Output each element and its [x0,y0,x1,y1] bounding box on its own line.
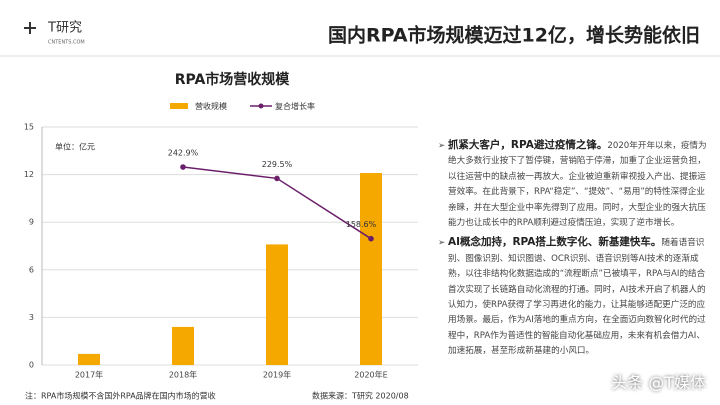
bullet-body: 随着语音识别、图像识别、知识图谱、OCR识别、语音识别等AI技术的逐渐成熟，以往… [448,238,706,357]
chart-title: RPA市场营收规模 [175,71,291,88]
text-panel: ➢ 抓紧大客户，RPA避过疫情之锋。2020年开年以来，疫情为绝大多数行业按下了… [438,138,708,364]
x-tick-label: 2019年 [263,370,291,380]
source: 数据来源：T研究 2020/08 [312,391,409,401]
unit-label: 单位：亿元 [55,142,95,152]
y-tick-label: 6 [29,265,34,274]
bar [78,353,100,365]
logo: T研究 [47,21,82,36]
y-tick-label: 15 [24,123,34,132]
y-tick-label: 0 [29,361,34,370]
x-tick-label: 2020年E [354,370,387,380]
legend-swatch [170,103,188,109]
legend-swatch [258,103,264,109]
bullet-heading: 抓紧大客户，RPA避过疫情之锋。 [447,139,608,151]
y-tick-label: 9 [29,218,34,227]
data-label: 158.6% [346,220,377,229]
y-tick-label: 3 [29,313,34,322]
data-label: 229.5% [262,160,293,169]
bullet-icon: ➢ [438,141,448,151]
bullet-icon: ➢ [438,238,448,249]
bar [360,173,382,365]
x-tick-label: 2017年 [75,370,103,380]
bullet: ➢ AI概念加持，RPA搭上数字化、新基建快车。随着语音识别、图像识别、知识图谱… [438,235,708,359]
point [180,164,186,170]
watermark: 头条 @T媒体 [611,373,706,392]
note: 注：RPA市场规模不含国外RPA品牌在国内市场的营收 [25,391,216,401]
bullet-heading: AI概念加持，RPA搭上数字化、新基建快车。 [447,236,662,249]
bar [266,244,288,365]
x-tick-label: 2018年 [169,370,197,380]
bullet: ➢ 抓紧大客户，RPA避过疫情之锋。2020年开年以来，疫情为绝大多数行业按下了… [438,138,708,231]
data-label: 242.9% [168,149,199,158]
point [368,235,374,242]
bar [172,326,194,365]
legend-label: 营收规模 [195,101,227,111]
page-title: 国内RPA市场规模迈过12亿，增长势能依旧 [328,24,700,47]
logo-sub: CNTENTS.COM [48,40,85,46]
point [274,175,280,182]
y-tick-label: 12 [24,170,34,179]
bullet-body: 2020年开年以来，疫情为绝大多数行业按下了暂停键，营销陷于停滞，加重了企业运营… [448,141,707,229]
legend-label: 复合增长率 [275,101,315,111]
